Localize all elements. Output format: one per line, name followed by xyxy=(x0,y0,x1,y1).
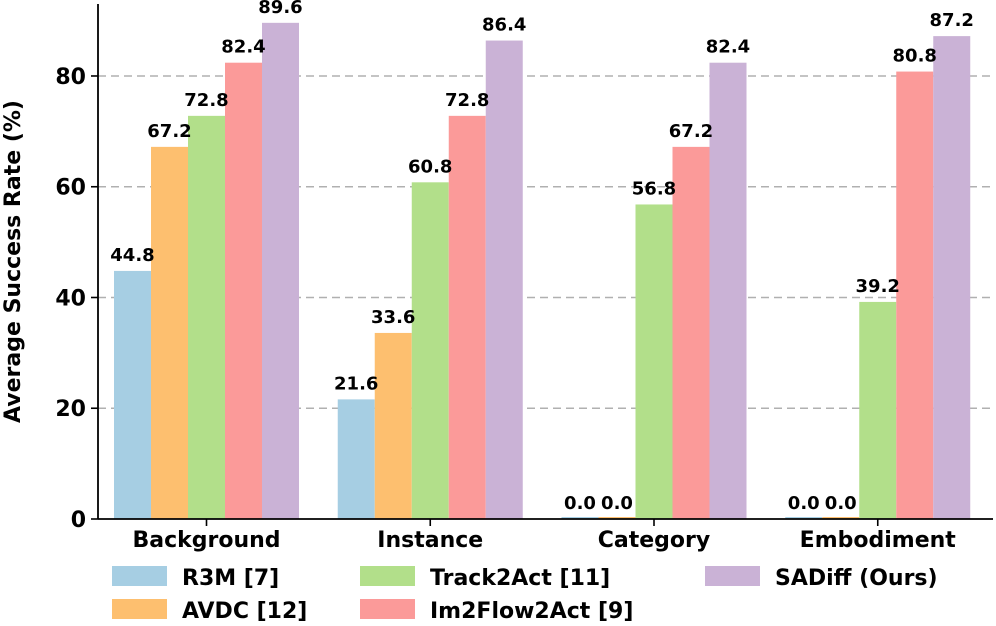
x-tick-label: Category xyxy=(598,528,710,553)
bar-avdc-12--embodiment xyxy=(822,517,860,519)
bar-im2flow2act-9--category xyxy=(672,146,710,519)
value-labels: 44.8 67.2 72.8 82.4 89.6 21.6 33.6 60.8 72.8 86.4… xyxy=(110,0,974,514)
bar-avdc-12--background xyxy=(151,146,188,519)
bar-sadiff-ours--background xyxy=(262,22,299,520)
legend-label: AVDC [12] xyxy=(182,599,307,624)
bar-im2flow2act-9--background xyxy=(225,62,262,520)
legend-swatch xyxy=(360,599,415,619)
y-tick-label: 80 xyxy=(55,65,86,90)
bar-r3m-7--background xyxy=(114,270,151,519)
x-tick-label: Instance xyxy=(377,528,483,553)
bar-r3m-7--embodiment xyxy=(785,517,823,519)
axes: 0 20 40 60 80 Background Instance Category Embod… xyxy=(1,4,993,553)
legend-label: Im2Flow2Act [9] xyxy=(430,599,633,624)
bar-track2act-11--category xyxy=(635,204,673,519)
legend-swatch xyxy=(705,566,760,586)
legend-swatch xyxy=(112,599,167,619)
legend-swatch xyxy=(112,566,167,586)
data-label: 82.4 xyxy=(706,37,750,58)
bar-track2act-11--background xyxy=(188,115,225,519)
bar-im2flow2act-9--instance xyxy=(448,115,486,519)
data-label: 60.8 xyxy=(408,156,452,177)
x-tick-label: Background xyxy=(132,528,280,553)
bar-sadiff-ours--embodiment xyxy=(933,36,971,519)
bar-sadiff-ours--category xyxy=(709,62,747,520)
data-label: 0.0 xyxy=(825,493,857,514)
data-label: 39.2 xyxy=(856,276,900,297)
data-label: 72.8 xyxy=(184,90,228,111)
legend: R3M [7] Track2Act [11] SADiff (Ours) AVDC [… xyxy=(112,566,938,624)
y-tick-label: 20 xyxy=(55,397,86,422)
legend-swatch xyxy=(360,566,415,586)
bars xyxy=(114,22,971,520)
data-label: 72.8 xyxy=(445,90,489,111)
data-label: 67.2 xyxy=(669,121,713,142)
data-label: 0.0 xyxy=(788,493,820,514)
data-label: 80.8 xyxy=(893,46,937,67)
bar-r3m-7--category xyxy=(561,517,599,519)
data-label: 89.6 xyxy=(258,0,302,18)
bar-avdc-12--category xyxy=(598,517,636,519)
bar-track2act-11--embodiment xyxy=(859,301,897,519)
data-label: 33.6 xyxy=(371,307,415,328)
bar-im2flow2act-9--embodiment xyxy=(896,71,934,519)
x-tick-label: Embodiment xyxy=(800,528,957,553)
bar-avdc-12--instance xyxy=(374,332,412,519)
legend-label: R3M [7] xyxy=(182,566,279,591)
data-label: 67.2 xyxy=(147,121,191,142)
y-axis-title: Average Success Rate (%) xyxy=(1,100,26,423)
y-tick-label: 40 xyxy=(55,286,86,311)
data-label: 56.8 xyxy=(632,178,676,199)
data-label: 82.4 xyxy=(221,37,265,58)
data-label: 0.0 xyxy=(564,493,596,514)
data-label: 87.2 xyxy=(930,10,974,31)
y-tick-label: 0 xyxy=(71,508,86,533)
legend-label: SADiff (Ours) xyxy=(775,566,938,591)
data-label: 44.8 xyxy=(110,245,154,266)
data-label: 0.0 xyxy=(601,493,633,514)
bar-sadiff-ours--instance xyxy=(485,40,523,519)
y-tick-label: 60 xyxy=(55,176,86,201)
bar-track2act-11--instance xyxy=(411,182,449,519)
bar-r3m-7--instance xyxy=(337,399,375,519)
data-label: 86.4 xyxy=(482,15,526,36)
legend-label: Track2Act [11] xyxy=(430,566,610,591)
data-label: 21.6 xyxy=(334,373,378,394)
